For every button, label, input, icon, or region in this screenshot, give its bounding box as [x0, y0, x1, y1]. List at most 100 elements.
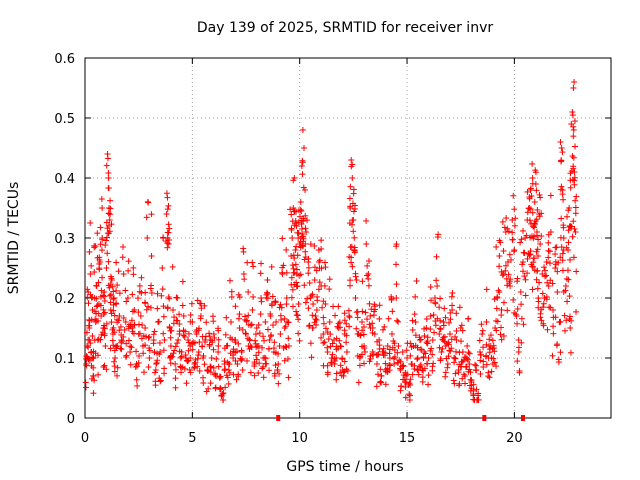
- data-point: [489, 337, 496, 344]
- data-point: [301, 282, 308, 289]
- data-point: [253, 325, 260, 331]
- data-point: [345, 307, 352, 314]
- data-point: [113, 287, 120, 294]
- data-point: [363, 217, 370, 224]
- data-point: [118, 346, 125, 353]
- data-point: [364, 262, 371, 269]
- data-point: [296, 213, 303, 220]
- data-point: [171, 314, 178, 321]
- data-point: [251, 363, 258, 370]
- data-point: [251, 372, 258, 379]
- data-point: [500, 332, 507, 339]
- data-point: [105, 170, 112, 177]
- data-point: [328, 359, 335, 366]
- data-point: [242, 330, 249, 337]
- data-point: [406, 392, 413, 399]
- data-point: [441, 333, 448, 340]
- data-point: [564, 213, 571, 220]
- data-point: [365, 258, 372, 265]
- data-point: [122, 353, 129, 360]
- data-point: [510, 296, 517, 303]
- data-point: [99, 205, 106, 212]
- data-point: [145, 364, 152, 371]
- data-point: [243, 318, 250, 325]
- data-point: [264, 326, 271, 333]
- data-point: [140, 369, 147, 376]
- data-point: [217, 386, 224, 393]
- data-point: [121, 326, 128, 333]
- data-point: [554, 289, 561, 295]
- data-point: [483, 319, 490, 325]
- data-point: [381, 323, 388, 330]
- data-point: [479, 327, 486, 334]
- data-point: [498, 336, 505, 343]
- data-point: [360, 323, 367, 330]
- data-point: [429, 363, 436, 370]
- data-point: [327, 331, 334, 338]
- data-point: [131, 307, 138, 313]
- data-point: [479, 331, 486, 337]
- data-point: [362, 348, 369, 355]
- data-point: [172, 375, 179, 382]
- data-point: [183, 380, 190, 387]
- data-point: [326, 276, 333, 283]
- data-point: [113, 259, 120, 266]
- data-point: [228, 293, 235, 300]
- data-point: [196, 367, 203, 374]
- data-point: [173, 294, 180, 301]
- data-point: [404, 355, 411, 361]
- data-point: [502, 262, 509, 269]
- data-point: [155, 318, 162, 325]
- data-point: [174, 295, 181, 301]
- data-point: [316, 279, 323, 286]
- data-point: [348, 254, 355, 261]
- data-point: [123, 340, 130, 347]
- data-point: [522, 292, 529, 299]
- data-point: [527, 185, 534, 192]
- data-point: [543, 272, 550, 279]
- data-point: [228, 288, 235, 295]
- data-point: [106, 217, 113, 223]
- data-point: [197, 315, 204, 322]
- data-point: [244, 357, 251, 364]
- data-point: [91, 377, 98, 384]
- data-point: [210, 364, 217, 371]
- data-point: [274, 366, 281, 373]
- data-point: [110, 295, 117, 301]
- data-point: [415, 371, 422, 378]
- data-point: [103, 237, 110, 244]
- data-point: [457, 363, 464, 370]
- data-point: [379, 348, 386, 355]
- data-point: [255, 321, 262, 328]
- data-point: [541, 273, 548, 280]
- data-point: [565, 227, 572, 234]
- data-point: [570, 254, 577, 261]
- data-point: [447, 316, 454, 323]
- data-point: [112, 355, 119, 361]
- data-point: [187, 312, 194, 319]
- data-point: [118, 338, 125, 345]
- data-point: [116, 327, 123, 334]
- data-point: [419, 374, 426, 381]
- data-point: [235, 371, 242, 378]
- data-point: [340, 372, 347, 379]
- data-point: [195, 352, 202, 359]
- data-point: [234, 348, 241, 355]
- data-point: [120, 271, 127, 277]
- data-point: [493, 327, 500, 334]
- data-point: [442, 373, 449, 380]
- data-point: [179, 278, 186, 285]
- data-point: [423, 325, 430, 331]
- data-point: [463, 355, 470, 362]
- data-point: [91, 269, 98, 276]
- data-point: [402, 394, 409, 401]
- data-point: [434, 283, 441, 289]
- data-point: [107, 345, 114, 352]
- data-point: [305, 255, 312, 262]
- data-point: [394, 349, 401, 356]
- data-point: [528, 193, 535, 199]
- data-point: [521, 249, 528, 256]
- data-point: [518, 236, 525, 243]
- data-point: [367, 312, 374, 319]
- data-point: [483, 341, 490, 348]
